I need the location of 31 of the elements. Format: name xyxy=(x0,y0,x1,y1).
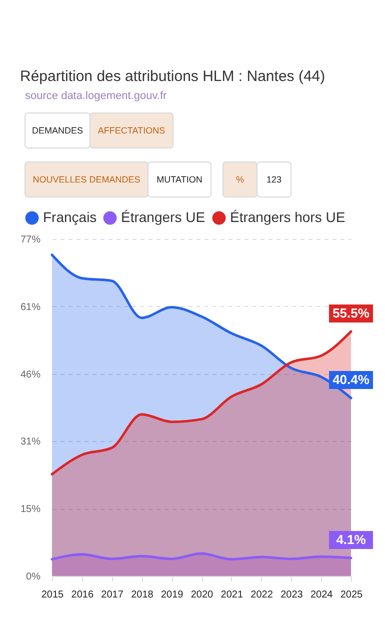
text: % xyxy=(236,174,244,184)
text: AFFECTATIONS xyxy=(98,126,166,136)
chart-title: Répartition des attributions HLM : Nantes (44) xyxy=(20,68,326,85)
source-note: source data.logement.gouv.fr xyxy=(25,90,167,102)
legend-label: Français xyxy=(43,209,97,225)
x-tick-label: 2021 xyxy=(220,590,244,600)
data-label: 40.4% xyxy=(332,372,370,388)
y-tick-label: 31% xyxy=(20,436,41,448)
legend-label: Étrangers hors UE xyxy=(230,209,346,225)
x-tick-label: 2020 xyxy=(190,590,214,600)
x-tick-label: 2018 xyxy=(131,590,154,600)
data-label: 4.1% xyxy=(336,532,366,547)
text: NOUVELLES DEMANDES xyxy=(32,174,140,184)
text: 123 xyxy=(266,174,282,184)
y-tick-label: 15% xyxy=(20,504,41,516)
x-tick-label: 2025 xyxy=(340,590,364,600)
y-tick-label: 61% xyxy=(20,302,41,313)
x-tick-label: 2022 xyxy=(250,590,274,600)
x-tick-label: 2016 xyxy=(71,590,94,600)
data-label: 55.5% xyxy=(332,306,370,321)
y-tick-label: 46% xyxy=(20,369,41,380)
y-tick-label: 0% xyxy=(26,572,41,582)
x-tick-label: 2015 xyxy=(41,590,64,600)
legend-label: Étrangers UE xyxy=(121,209,206,225)
text: MUTATION xyxy=(156,174,202,184)
x-tick-label: 2017 xyxy=(101,590,124,600)
y-tick-label: 77% xyxy=(20,234,41,246)
x-tick-label: 2024 xyxy=(310,590,334,600)
x-tick-label: 2019 xyxy=(160,590,184,600)
x-tick-label: 2023 xyxy=(280,590,304,600)
text: DEMANDES xyxy=(32,126,84,136)
